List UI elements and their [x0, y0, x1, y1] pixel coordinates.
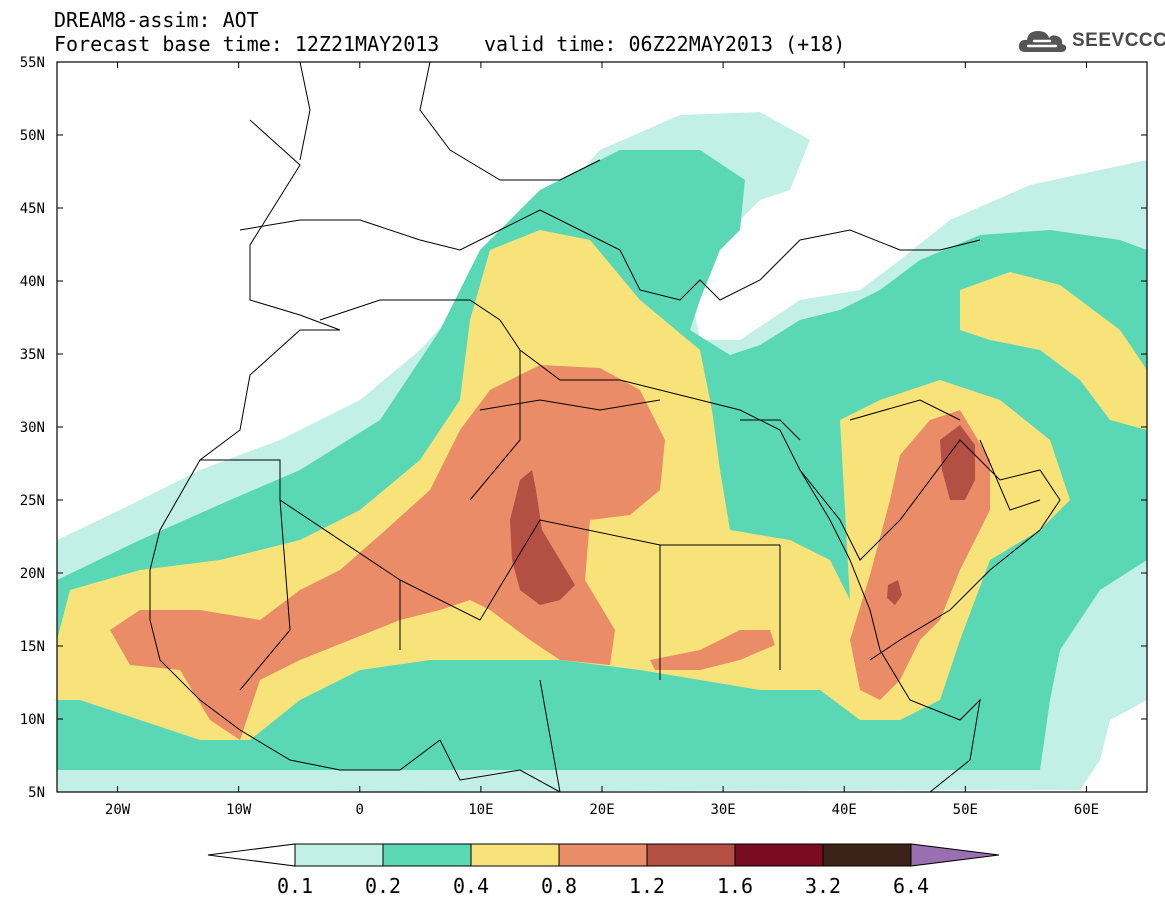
colorbar-label: 0.2 [364, 874, 402, 898]
colorbar-swatch [382, 843, 472, 867]
colorbar-label: 3.2 [804, 874, 842, 898]
lon-tick-labels: 20W 10W 0 10E 20E 30E 40E 50E 60E [105, 802, 1099, 818]
coastline-europe [239, 62, 981, 301]
colorbar-label: 0.8 [540, 874, 578, 898]
colorbar-swatch [646, 843, 736, 867]
lon-tick-label: 20E [589, 802, 614, 818]
colorbar-label: 1.6 [716, 874, 754, 898]
plot-subtitle: Forecast base time: 12Z21MAY2013 valid ti… [54, 32, 845, 56]
colorbar-swatch [558, 843, 648, 867]
cloud-logo-icon [1018, 31, 1067, 52]
lat-tick-label: 40N [20, 274, 45, 290]
country-borders [200, 350, 961, 792]
aot-contour-0.8-b [650, 630, 775, 670]
axis-ticks [57, 61, 1147, 793]
colorbar-label: 1.2 [628, 874, 666, 898]
lat-tick-label: 5N [28, 785, 45, 801]
colorbar-swatch [470, 843, 560, 867]
lon-tick-label: 10E [468, 802, 493, 818]
colorbar-label: 6.4 [892, 874, 930, 898]
lat-tick-label: 10N [20, 712, 45, 728]
lat-tick-label: 20N [20, 566, 45, 582]
colorbar-under-arrow [207, 843, 296, 867]
colorbar-swatch [734, 843, 824, 867]
lat-tick-label: 30N [20, 420, 45, 436]
colorbar-swatch [822, 843, 912, 867]
lat-tick-label: 45N [20, 201, 45, 217]
colorbar-label: 0.4 [452, 874, 490, 898]
colorbar-label: 0.1 [276, 874, 314, 898]
aot-contour-0.8 [110, 365, 665, 740]
colorbar-over-arrow [910, 843, 1000, 867]
seevccc-logo: SEEVCCC [1016, 24, 1165, 58]
valid-time: valid time: 06Z22MAY2013 (+18) [484, 32, 846, 56]
lat-tick-label: 25N [20, 493, 45, 509]
lat-tick-label: 35N [20, 347, 45, 363]
lat-tick-labels: 55N 50N 45N 40N 35N 30N 25N 20N 15N 10N 5N [20, 55, 45, 801]
colorbar-swatch [294, 843, 384, 867]
plot-title: DREAM8-assim: AOT [54, 8, 259, 32]
lon-tick-label: 50E [953, 802, 978, 818]
aot-contour-0.4-b [960, 272, 1147, 430]
lon-tick-label: 10W [226, 802, 252, 818]
colorbar [207, 843, 1000, 867]
coastlines [149, 62, 1061, 792]
coastline-arabia [799, 439, 1061, 661]
lat-tick-label: 55N [20, 55, 45, 71]
aot-contour-1.2 [510, 470, 575, 605]
aot-contour-1.2-b [940, 425, 975, 500]
lat-tick-label: 15N [20, 639, 45, 655]
logo-text: SEEVCCC [1072, 30, 1165, 51]
aot-contour-1.2-c [887, 580, 902, 605]
lon-tick-label: 60E [1074, 802, 1099, 818]
lat-tick-label: 50N [20, 128, 45, 144]
lon-tick-label: 40E [832, 802, 857, 818]
lon-tick-label: 0 [356, 802, 364, 818]
aot-field [57, 112, 1147, 792]
lon-tick-label: 20W [105, 802, 131, 818]
forecast-base-time: Forecast base time: 12Z21MAY2013 [54, 32, 440, 56]
lon-tick-label: 30E [710, 802, 735, 818]
